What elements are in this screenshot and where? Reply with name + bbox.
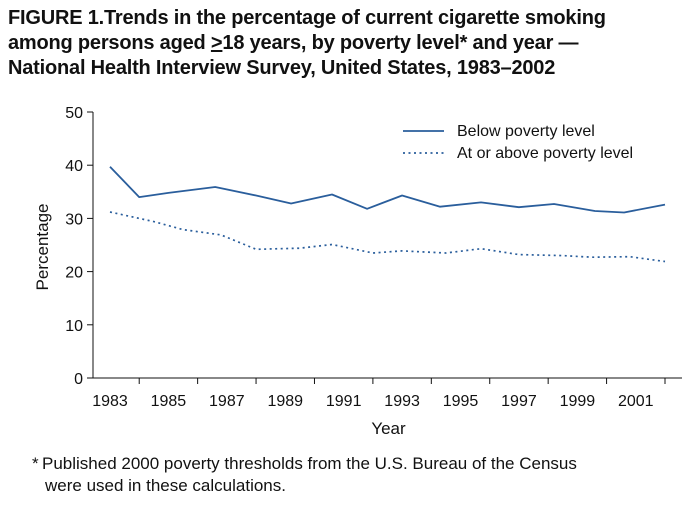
x-tick-label: 1999 [560, 393, 596, 410]
title-ge-symbol: > [210, 32, 223, 54]
figure-title: FIGURE 1.Trends in the percentage of cur… [8, 6, 688, 81]
y-axis: 0 10 20 30 40 50 [65, 105, 94, 388]
legend: Below poverty level At or above poverty l… [403, 123, 633, 162]
y-axis-title: Percentage [33, 204, 52, 291]
x-tick-label: 1993 [384, 393, 420, 410]
y-tick-label: 30 [65, 211, 83, 228]
x-tick-label: 1995 [443, 393, 479, 410]
x-axis-title: Year [371, 419, 406, 438]
x-tick-label: 2001 [618, 393, 654, 410]
x-tick-label: 1991 [326, 393, 362, 410]
footnote-line-1: Published 2000 poverty thresholds from t… [42, 454, 577, 473]
y-tick-label: 20 [65, 265, 83, 282]
x-tick-label: 1989 [267, 393, 303, 410]
legend-label-at-or-above-poverty: At or above poverty level [457, 145, 633, 162]
y-tick-label: 10 [65, 318, 83, 335]
title-line-2-prefix: among persons aged [8, 32, 211, 54]
line-chart: 0 10 20 30 40 50 1983 1985 1987 1989 1991 1993 1995… [33, 105, 682, 438]
x-tick-label: 1987 [209, 393, 245, 410]
series-line-below-poverty [109, 166, 666, 214]
legend-label-below-poverty: Below poverty level [457, 123, 595, 140]
footnote-line-2: were used in these calculations. [45, 476, 286, 495]
title-line-2: among persons aged >18 years, by poverty… [8, 31, 688, 56]
y-tick-label: 0 [74, 371, 83, 388]
x-tick-label: 1985 [151, 393, 187, 410]
title-line-1: FIGURE 1.Trends in the percentage of cur… [8, 7, 606, 29]
title-line-2-suffix: 18 years, by poverty level* and year — [222, 32, 579, 54]
y-tick-label: 50 [65, 105, 83, 122]
x-axis: 1983 1985 1987 1989 1991 1993 1995 1997 1999 2001 [92, 377, 682, 410]
series-layer [109, 166, 666, 263]
title-line-3: National Health Interview Survey, United… [8, 57, 556, 79]
footnote-marker: * [32, 454, 39, 473]
y-tick-label: 40 [65, 158, 83, 175]
series-line-at-or-above-poverty [109, 211, 666, 263]
x-tick-label: 1997 [501, 393, 537, 410]
x-tick-label: 1983 [92, 393, 128, 410]
